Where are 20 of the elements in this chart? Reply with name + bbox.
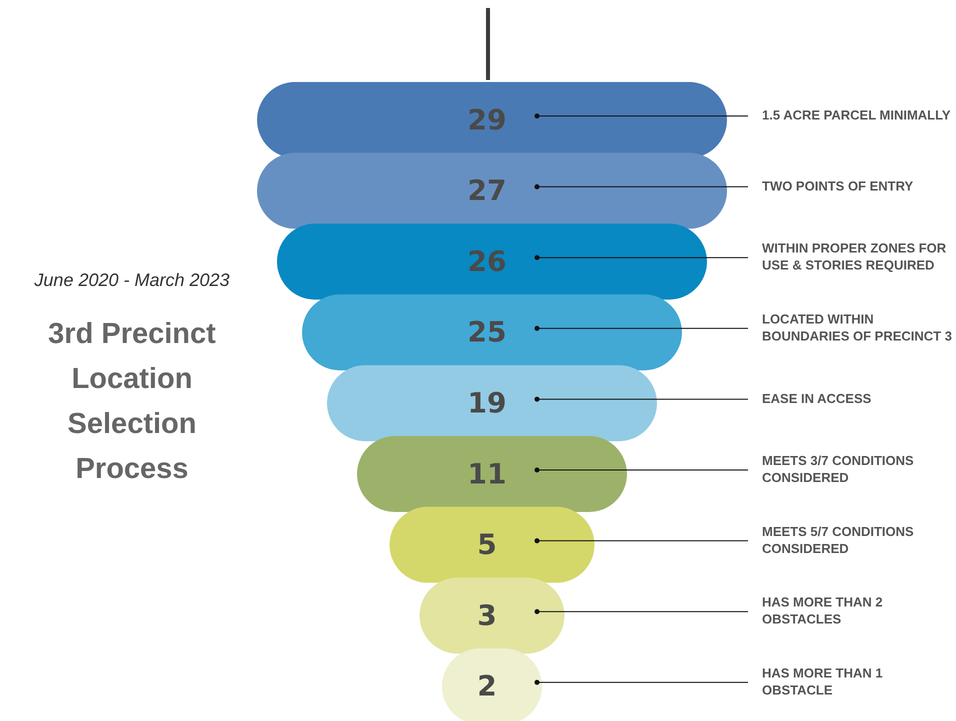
text: 3rd Precinct Location Selection Process bbox=[47, 317, 217, 487]
category-label: EASE IN ACCESS bbox=[762, 390, 872, 406]
category-label: TWO POINTS OF ENTRY bbox=[762, 178, 914, 194]
data-label: 3 bbox=[477, 598, 497, 632]
data-label: 29 bbox=[468, 103, 506, 136]
category-label: MEETS 3/7 CONDITIONS CONSIDERED bbox=[762, 453, 914, 486]
category-label: HAS MORE THAN 2 OBSTACLES bbox=[762, 594, 883, 627]
data-label: 25 bbox=[468, 316, 506, 349]
category-label: MEETS 5/7 CONDITIONS CONSIDERED bbox=[762, 524, 914, 556]
data-label: 27 bbox=[468, 174, 506, 208]
data-label: 2 bbox=[477, 670, 497, 703]
category-label: 1.5 ACRE PARCEL MINIMALLY bbox=[762, 108, 951, 123]
text: June 2020 - March 2023 bbox=[33, 270, 231, 291]
category-label: WITHIN PROPER ZONES FOR USE & STORIES REQUIRED bbox=[762, 240, 947, 273]
data-label: 11 bbox=[468, 457, 506, 490]
category-label: HAS MORE THAN 1 OBSTACLE bbox=[762, 665, 883, 698]
data-label: 5 bbox=[477, 528, 497, 562]
data-label: 19 bbox=[468, 386, 506, 420]
data-label: 26 bbox=[468, 244, 506, 278]
category-label: LOCATED WITHIN BOUNDARIES OF PRECINCT 3 bbox=[762, 311, 952, 344]
